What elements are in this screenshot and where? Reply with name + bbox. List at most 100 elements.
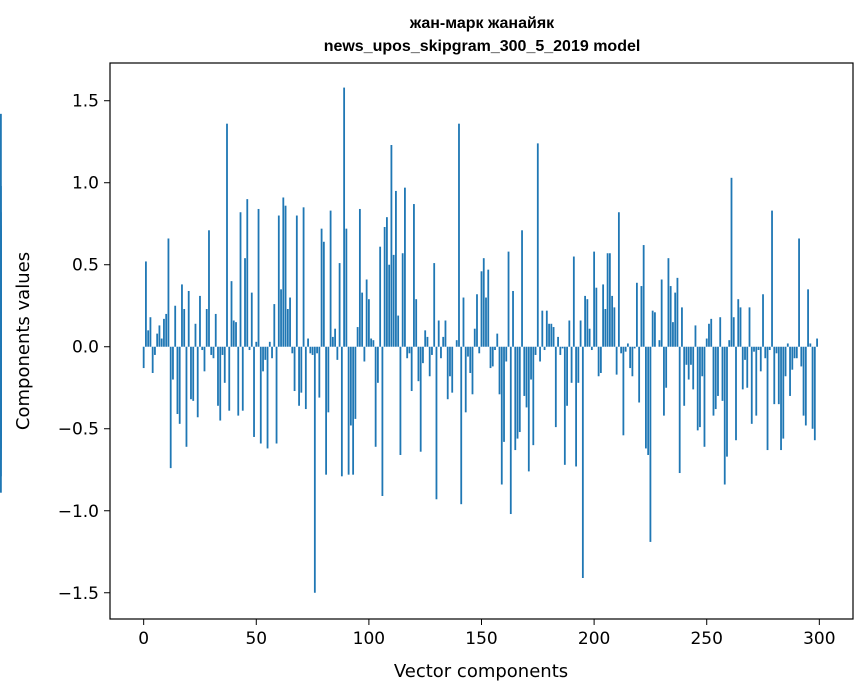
bar-196 [584,295,586,347]
bar-287 [789,346,791,396]
bar-193 [577,346,580,383]
bar-76 [313,346,316,593]
bar-298 [813,346,816,441]
bar-183 [554,346,557,428]
bar-114 [399,346,402,455]
bar-124 [422,346,424,364]
bar-83 [329,210,332,347]
bar-217 [631,346,634,377]
bar-89 [343,87,346,347]
bar-15 [176,346,179,414]
bar-167 [518,346,521,433]
bar-257 [721,346,724,401]
bar-48 [250,292,253,347]
bar-266 [741,346,744,390]
bar-80 [322,241,325,347]
bar-97 [361,292,364,347]
bar-53 [262,346,264,372]
bar-299 [816,338,818,347]
bar-210 [615,346,618,375]
bar-21 [190,346,192,400]
bar-282 [777,346,780,405]
bar-225 [649,346,652,542]
bar-242 [687,346,690,380]
bar-237 [676,277,679,347]
bar-112 [395,190,397,347]
bar-63 [284,205,287,347]
bar-27 [203,346,206,372]
bar-187 [563,346,566,465]
bar-69 [298,346,300,406]
bar-17 [181,284,183,347]
bar-30 [210,346,213,355]
bar-261 [730,177,733,347]
bar-99 [365,279,368,347]
bar-251 [708,323,710,347]
bar-23 [194,323,197,347]
bar-108 [386,217,388,347]
bar-207 [608,253,611,347]
bar-36 [223,346,226,383]
bar-159 [500,346,503,485]
bar-13 [172,346,174,380]
bar-16 [178,346,181,424]
bar-201 [595,287,598,347]
bar-44 [241,346,244,411]
bar-125 [424,330,427,347]
bar-255 [717,346,719,396]
bar-169 [523,346,526,396]
bar-147 [473,328,476,347]
bar-81 [325,346,327,475]
bar-179 [545,310,548,347]
bar-133 [442,336,445,347]
bar-62 [282,197,285,347]
bar-259 [726,346,728,457]
bar-158 [498,346,501,395]
bar-232 [665,346,668,388]
bar-undefined [0,346,2,400]
bar-74 [309,346,312,354]
bar-131 [437,320,440,347]
bar-233 [667,258,670,347]
bar-54 [264,346,267,360]
bar-241 [685,346,688,365]
bar-253 [712,346,715,416]
x-tick-label: 100 [353,629,385,649]
bar-267 [744,346,746,360]
bar-168 [521,230,523,347]
bar-156 [494,346,496,351]
x-axis-ticks: 0 50 100 150 200 250 300 [138,619,836,649]
bar-154 [489,346,492,369]
bar-109 [388,264,391,347]
bar-128 [431,346,433,355]
bar-173 [532,346,535,446]
bar-281 [775,346,778,354]
bar-127 [428,346,431,377]
bar-246 [696,346,699,431]
bar-68 [295,215,298,347]
bar-71 [302,207,305,347]
bar-139 [455,340,458,347]
bar-5 [154,346,156,355]
bar-19 [185,346,188,447]
bar-141 [460,346,463,505]
bar-222 [642,245,645,347]
bar-214 [624,346,627,352]
bar-121 [415,299,418,347]
bar-122 [417,346,420,382]
bar-40 [232,320,235,347]
y-tick-label: 1.0 [72,174,99,194]
bar-91 [347,346,350,475]
bar-34 [219,346,222,421]
bar-73 [307,338,309,347]
bar-186 [561,346,564,349]
bar-88 [340,346,343,477]
bar-116 [404,187,406,347]
bar-271 [753,346,755,352]
bar-184 [557,336,559,347]
bar-150 [480,271,483,347]
bar-204 [602,284,605,347]
bar-297 [811,346,814,429]
bar-25 [199,295,201,347]
bar-163 [509,346,512,515]
